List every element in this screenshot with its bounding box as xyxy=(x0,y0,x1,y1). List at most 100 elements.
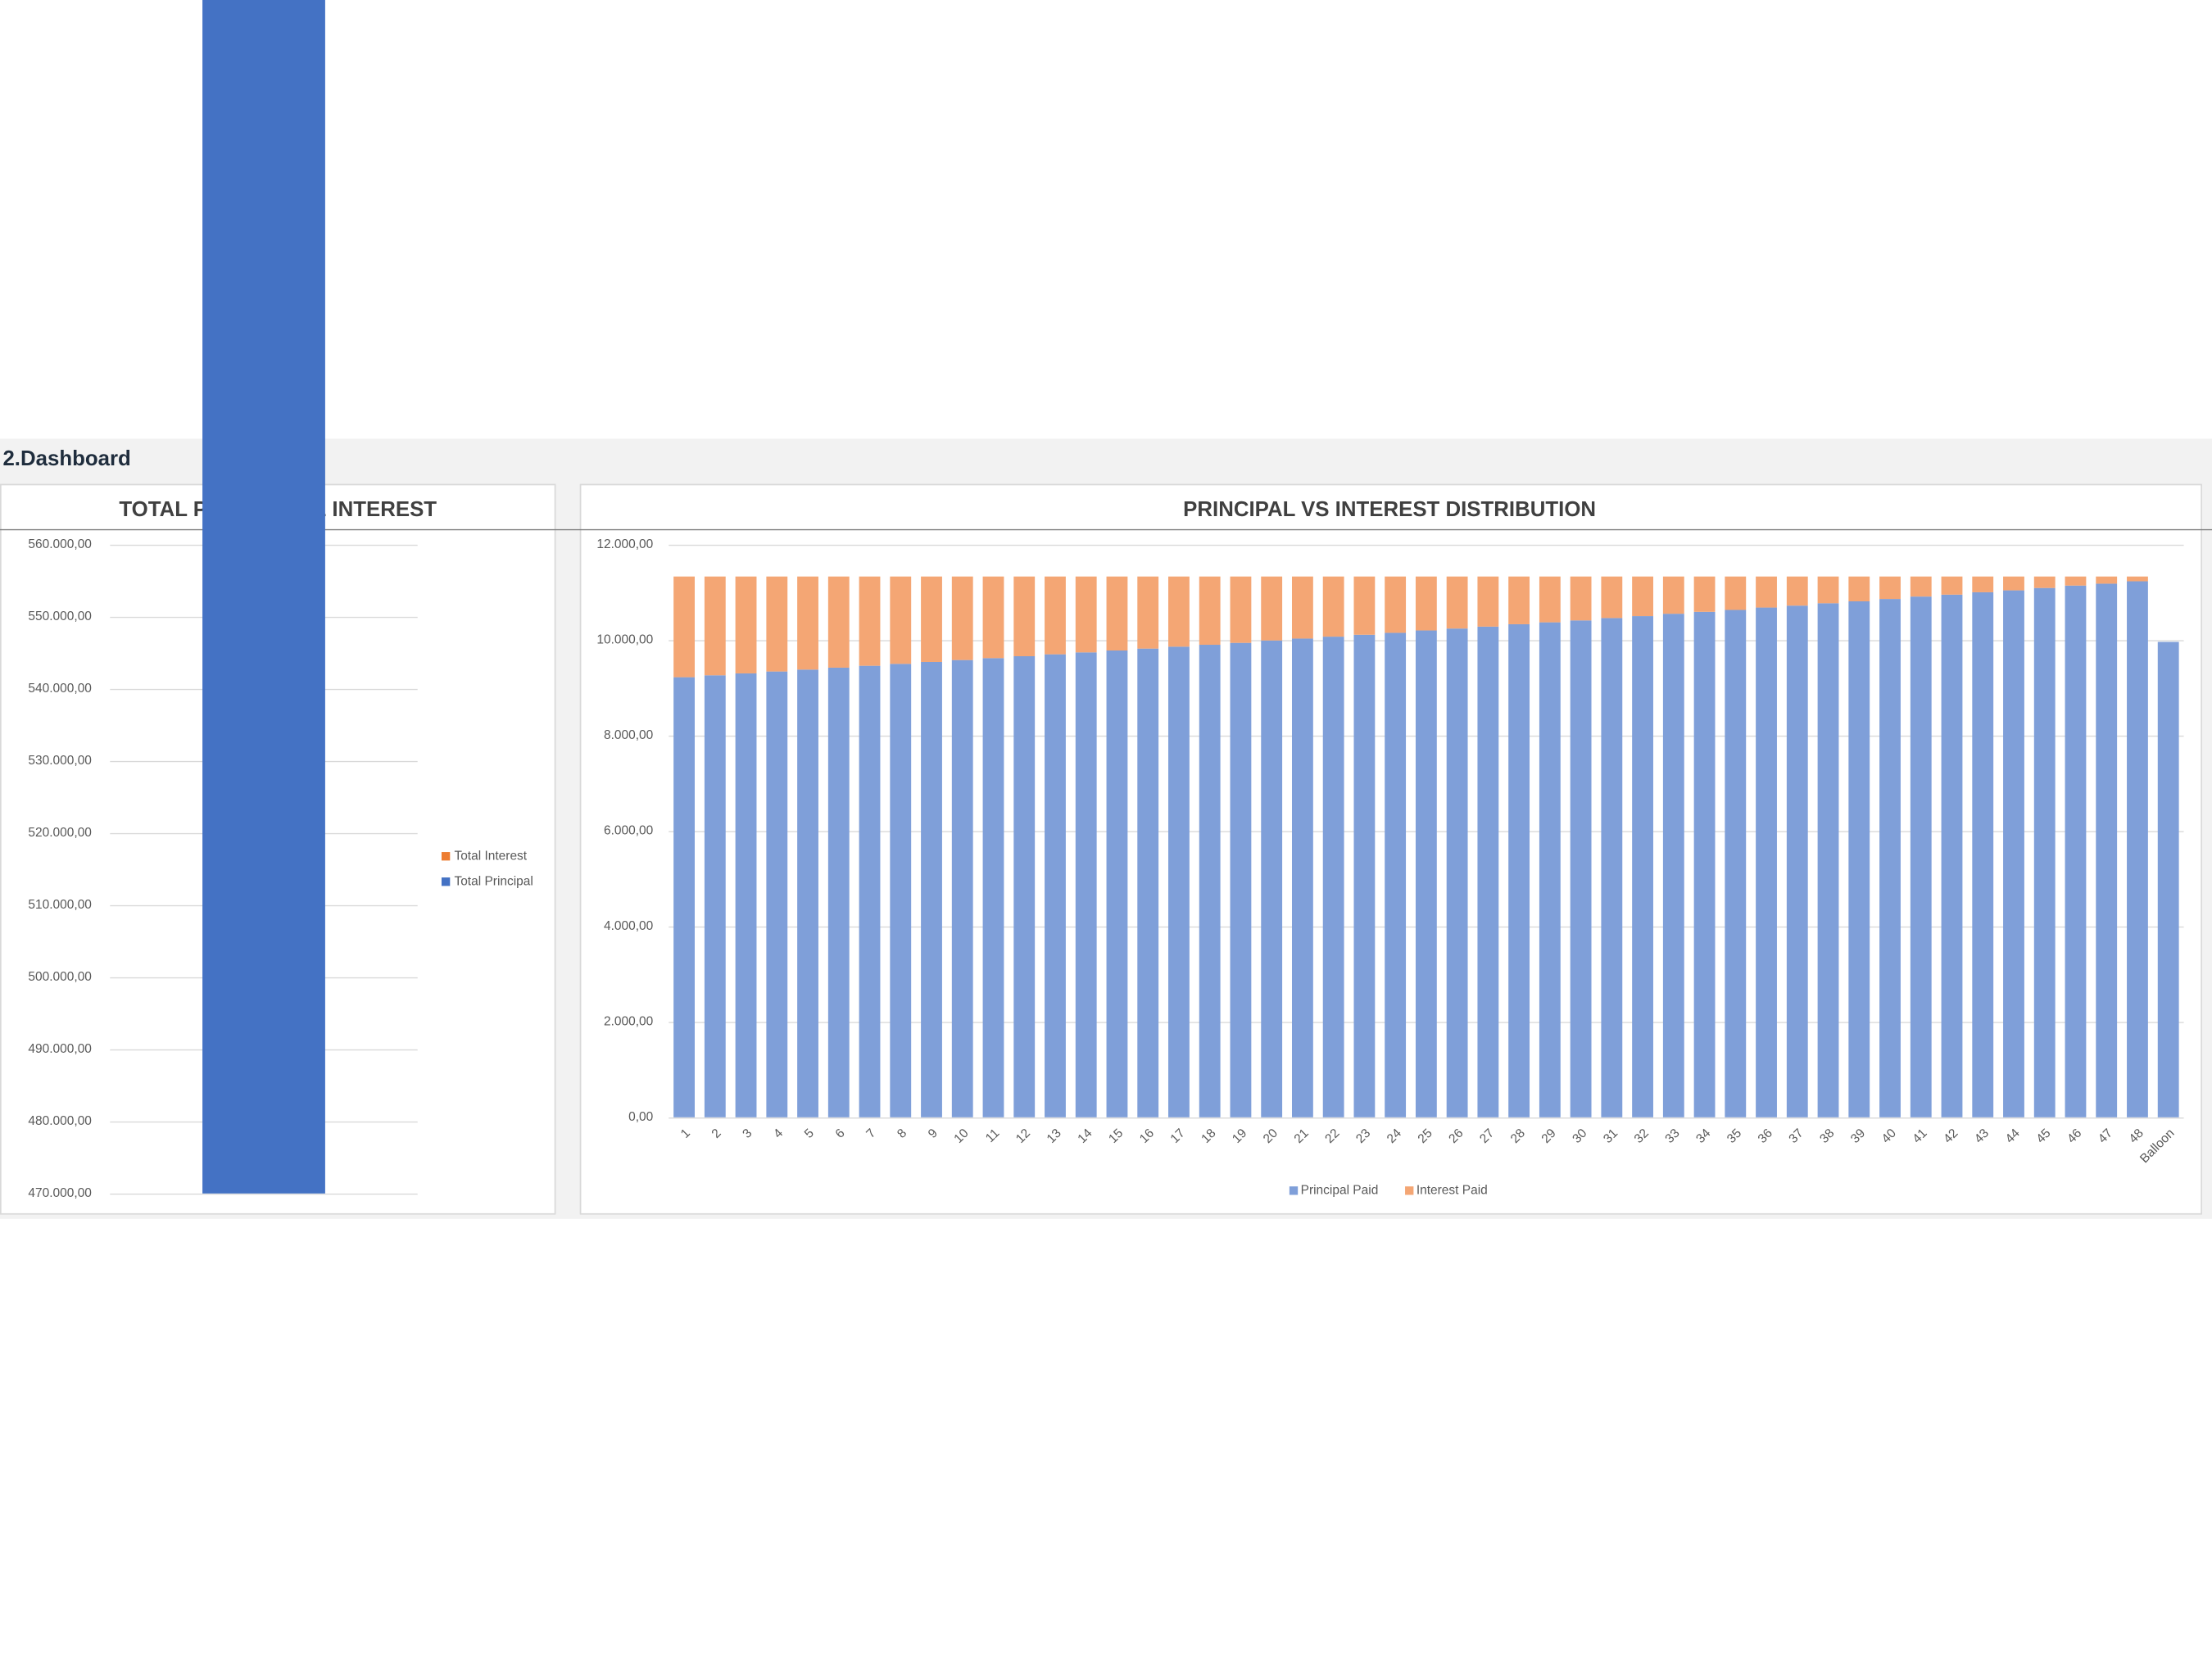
bar-segment xyxy=(673,677,695,1117)
bar-segment xyxy=(1662,576,1684,614)
bar-segment xyxy=(1786,576,1808,606)
bar-segment xyxy=(1168,646,1190,1117)
bar-segment xyxy=(1570,576,1592,621)
bar-segment xyxy=(951,576,973,660)
bar-segment xyxy=(1693,576,1716,612)
bar-segment xyxy=(202,0,325,1194)
bar-segment xyxy=(1786,605,1808,1117)
bar-segment xyxy=(1725,576,1747,610)
bar-segment xyxy=(1632,616,1653,1117)
legend-swatch xyxy=(441,852,451,861)
bar-segment xyxy=(1415,630,1437,1117)
bar-segment xyxy=(2065,585,2087,1117)
bar-segment xyxy=(1415,576,1437,631)
bar-segment xyxy=(1013,576,1036,656)
bar-segment xyxy=(1756,607,1777,1117)
bar-segment xyxy=(827,576,850,668)
bar-segment xyxy=(2127,581,2148,1117)
y-tick-label: 490.000,00 xyxy=(28,1042,92,1056)
bar-segment xyxy=(1508,623,1530,1117)
y-tick-label: 550.000,00 xyxy=(28,610,92,623)
y-tick-label: 2.000,00 xyxy=(604,1014,653,1028)
bar-segment xyxy=(1106,576,1128,651)
bar-segment xyxy=(982,576,1004,659)
bar-segment xyxy=(1261,576,1283,641)
bar-segment xyxy=(797,669,818,1117)
bar-segment xyxy=(1817,603,1839,1117)
bar-segment xyxy=(1353,576,1376,635)
bar-segment xyxy=(1972,592,1994,1117)
bar-segment xyxy=(704,675,726,1117)
bar-segment xyxy=(1322,637,1344,1117)
y-tick-label: 500.000,00 xyxy=(28,970,92,984)
bar-segment xyxy=(859,665,881,1117)
bar-segment xyxy=(1477,626,1499,1117)
bar-segment xyxy=(1910,576,1932,597)
legend-label: Interest Paid xyxy=(1416,1183,1488,1197)
bar-segment xyxy=(1941,576,1963,595)
bar-segment xyxy=(1230,642,1252,1117)
bar-segment xyxy=(2003,590,2024,1117)
bar-segment xyxy=(1817,576,1839,604)
bar-segment xyxy=(1570,620,1592,1117)
bar-segment xyxy=(1353,634,1376,1117)
bar-segment xyxy=(1137,576,1159,649)
bar-segment xyxy=(1322,576,1344,637)
bar-segment xyxy=(2003,576,2024,591)
bar-segment xyxy=(1539,622,1561,1117)
y-tick-label: 4.000,00 xyxy=(604,919,653,933)
y-tick-label: 540.000,00 xyxy=(28,682,92,696)
bar-segment xyxy=(2157,641,2179,1117)
bar-segment xyxy=(1137,648,1159,1117)
y-tick-label: 470.000,00 xyxy=(28,1186,92,1200)
y-tick-label: 510.000,00 xyxy=(28,898,92,912)
bar-segment xyxy=(1199,645,1221,1117)
bar-segment xyxy=(1848,576,1870,601)
bar-segment xyxy=(951,660,973,1117)
bar-segment xyxy=(1848,601,1870,1117)
y-tick-label: 0,00 xyxy=(628,1110,653,1124)
bar-segment xyxy=(1168,576,1190,647)
sheet-title: 2.Dashboard xyxy=(2,447,130,470)
bar-segment xyxy=(2096,583,2118,1117)
bar-segment xyxy=(735,576,757,673)
chart-title: PRINCIPAL VS INTEREST DISTRIBUTION xyxy=(1183,498,1596,521)
bar-segment xyxy=(1045,654,1066,1117)
legend-swatch xyxy=(441,877,451,886)
x-tick-label: 11 xyxy=(983,1126,1002,1145)
y-tick-label: 6.000,00 xyxy=(604,823,653,837)
bar-segment xyxy=(1756,576,1777,608)
bar-segment xyxy=(1045,576,1066,655)
y-tick-label: 560.000,00 xyxy=(28,537,92,551)
bar-segment xyxy=(1385,632,1407,1117)
bar-segment xyxy=(1693,611,1716,1117)
bar-segment xyxy=(2033,587,2056,1117)
bar-segment xyxy=(982,658,1004,1117)
bar-segment xyxy=(921,576,942,662)
bar-segment xyxy=(1291,638,1313,1117)
bar-segment xyxy=(859,576,881,666)
bar-segment xyxy=(921,661,942,1117)
y-tick-label: 480.000,00 xyxy=(28,1114,92,1128)
bar-segment xyxy=(1446,628,1468,1117)
legend-label: Total Principal xyxy=(454,874,533,888)
y-tick-label: 12.000,00 xyxy=(596,537,653,551)
bar-segment xyxy=(1601,618,1623,1117)
bar-segment xyxy=(673,576,695,678)
bar-segment xyxy=(1230,576,1252,643)
bar-segment xyxy=(1075,652,1097,1117)
bar-segment xyxy=(1879,599,1901,1117)
legend-label: Total Interest xyxy=(454,849,527,863)
bar-segment xyxy=(2065,576,2087,586)
bar-segment xyxy=(1075,576,1097,653)
bar-segment xyxy=(1385,576,1407,633)
bar-segment xyxy=(1013,655,1036,1117)
bar-segment xyxy=(1910,596,1932,1117)
bar-segment xyxy=(1291,576,1313,639)
bar-segment xyxy=(1539,576,1561,623)
bar-segment xyxy=(1199,576,1221,646)
bar-segment xyxy=(827,667,850,1117)
legend-label: Principal Paid xyxy=(1301,1183,1379,1197)
bar-segment xyxy=(1477,576,1499,627)
